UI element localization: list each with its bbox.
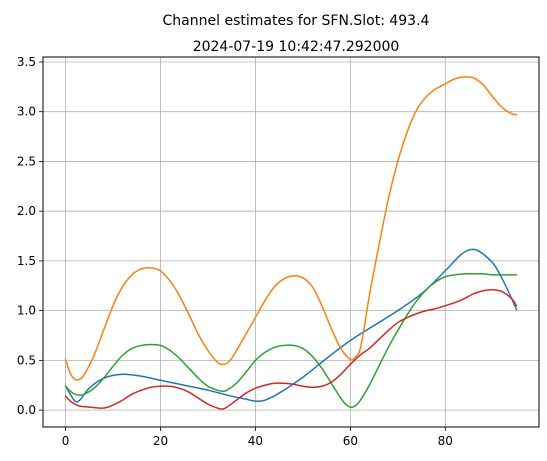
plot-frame — [42, 56, 540, 428]
y-tick-label: 1.5 — [17, 254, 36, 268]
x-tick-label: 80 — [438, 434, 453, 448]
y-tick-label: 2.0 — [17, 204, 36, 218]
chart-title: Channel estimates for SFN.Slot: 493.4 — [163, 13, 430, 29]
y-tick-label: 2.5 — [17, 154, 36, 168]
series-line-1 — [64, 248, 518, 403]
y-tick-label: 3.0 — [17, 105, 36, 119]
y-tick-label: 0.5 — [17, 353, 36, 367]
x-tick-label: 0 — [62, 434, 70, 448]
chart-subtitle: 2024-07-19 10:42:47.292000 — [193, 39, 400, 55]
series-line-2 — [64, 76, 518, 381]
series-lines — [64, 76, 518, 410]
grid — [43, 57, 539, 427]
x-tick-label: 20 — [153, 434, 168, 448]
x-tick-label: 40 — [248, 434, 263, 448]
series-line-3 — [64, 273, 518, 408]
x-axis: 0 20 40 60 80 — [62, 427, 453, 448]
y-tick-label: 3.5 — [17, 55, 36, 69]
y-tick-label: 0.0 — [17, 403, 36, 417]
y-axis: 0.0 0.5 1.0 1.5 2.0 2.5 3.0 3.5 — [17, 55, 43, 417]
y-tick-label: 1.0 — [17, 304, 36, 318]
x-tick-label: 60 — [343, 434, 358, 448]
series-line-4 — [64, 288, 518, 410]
